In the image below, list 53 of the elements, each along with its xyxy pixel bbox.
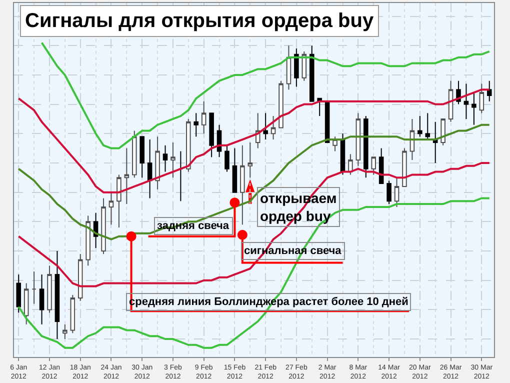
candlestick: [162, 144, 168, 172]
candlestick: [278, 80, 284, 128]
candlestick: [47, 265, 52, 314]
candlestick: [224, 144, 230, 172]
candlestick: [418, 116, 422, 138]
candlestick: [348, 154, 353, 176]
candlestick: [472, 92, 476, 126]
candlestick: [101, 198, 106, 254]
candlestick: [201, 100, 206, 134]
candlestick: [410, 118, 415, 161]
candlestick: [356, 112, 361, 166]
candlestick: [309, 45, 314, 102]
candlestick: [448, 80, 454, 122]
chart-title: Сигналы для открытия ордера buy: [25, 10, 374, 32]
candlestick: [371, 156, 376, 176]
candlestick: [364, 116, 368, 178]
candlestick: [248, 142, 253, 178]
candlestick: [78, 253, 83, 302]
candlestick: [394, 177, 400, 208]
candlestick: [386, 180, 392, 205]
candlestick: [440, 118, 446, 146]
candlestick: [70, 294, 76, 334]
candlestick: [464, 83, 469, 120]
candlestick: [86, 215, 90, 266]
candlestick: [486, 80, 492, 102]
candlestick: [170, 142, 176, 178]
candlestick: [240, 144, 245, 226]
candlestick: [132, 130, 137, 178]
candlestick: [402, 148, 407, 187]
candlestick: [294, 48, 299, 88]
candlestick: [124, 148, 130, 205]
candlestick: [16, 274, 22, 314]
candlestick: [432, 121, 438, 164]
candlestick: [140, 136, 144, 178]
candlestick: [425, 112, 430, 140]
candlestick: [209, 112, 214, 158]
candlestick: [54, 250, 60, 340]
candlestick: [62, 324, 68, 340]
candlestick: [286, 45, 292, 90]
candlestick: [116, 174, 122, 228]
candlestick: [232, 148, 238, 193]
candlestick: [378, 148, 384, 184]
candlestick: [186, 118, 191, 172]
candlestick: [263, 112, 268, 140]
candlestick: [32, 271, 36, 304]
candlestick: [194, 112, 199, 138]
candlestick: [39, 274, 44, 325]
candlestick: [108, 192, 114, 226]
candlestick: [147, 139, 152, 199]
candlestick: [479, 83, 484, 114]
candlestick: [24, 282, 29, 325]
candlestick: [270, 116, 276, 140]
candlestick: [155, 136, 160, 190]
